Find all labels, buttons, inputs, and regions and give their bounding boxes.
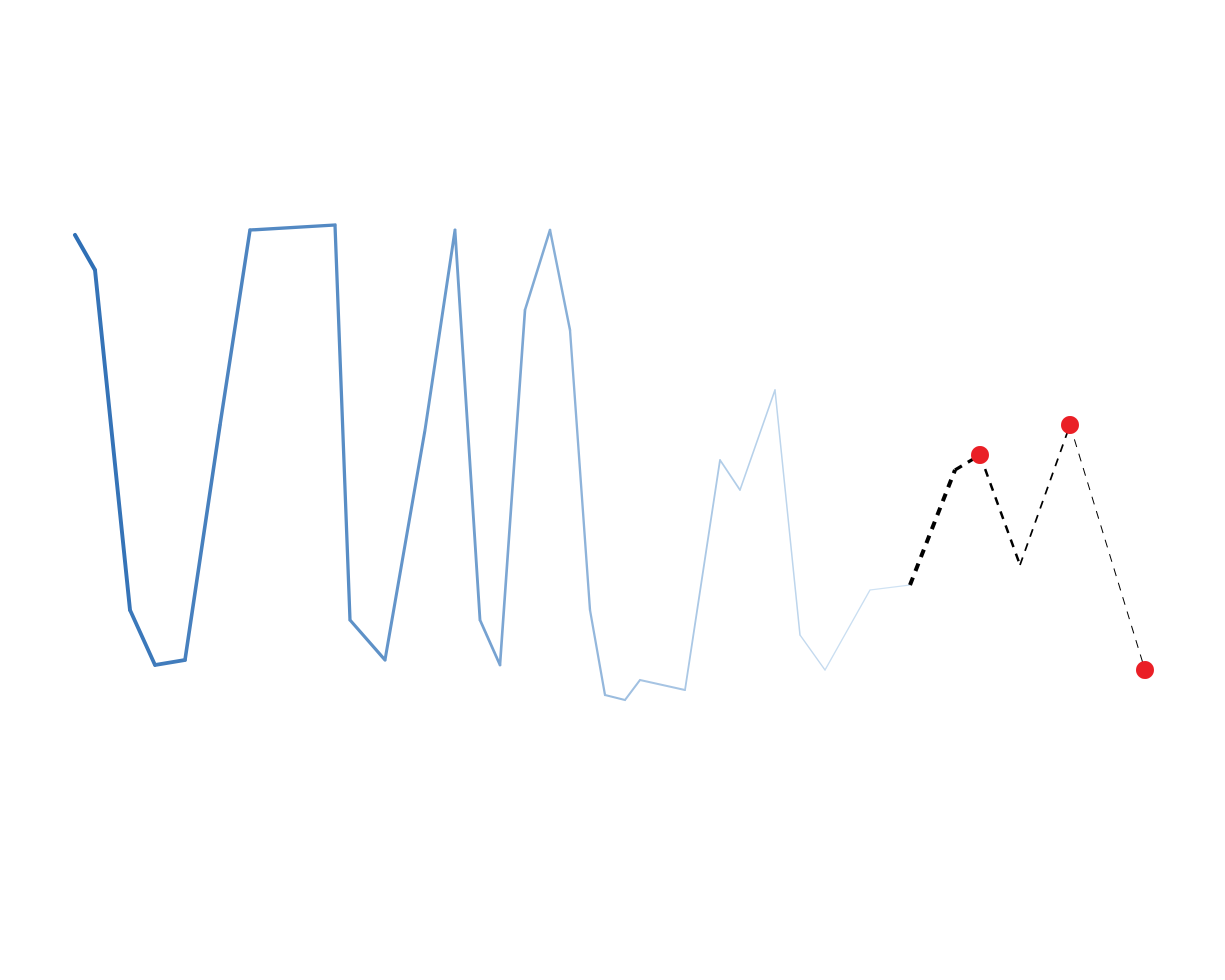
forecast-marker	[1136, 661, 1154, 679]
line-chart	[0, 0, 1225, 980]
forecast-markers	[971, 416, 1154, 679]
forecast-marker	[1061, 416, 1079, 434]
forecast-marker	[971, 446, 989, 464]
historical-line	[75, 225, 910, 700]
forecast-line	[910, 425, 1145, 670]
